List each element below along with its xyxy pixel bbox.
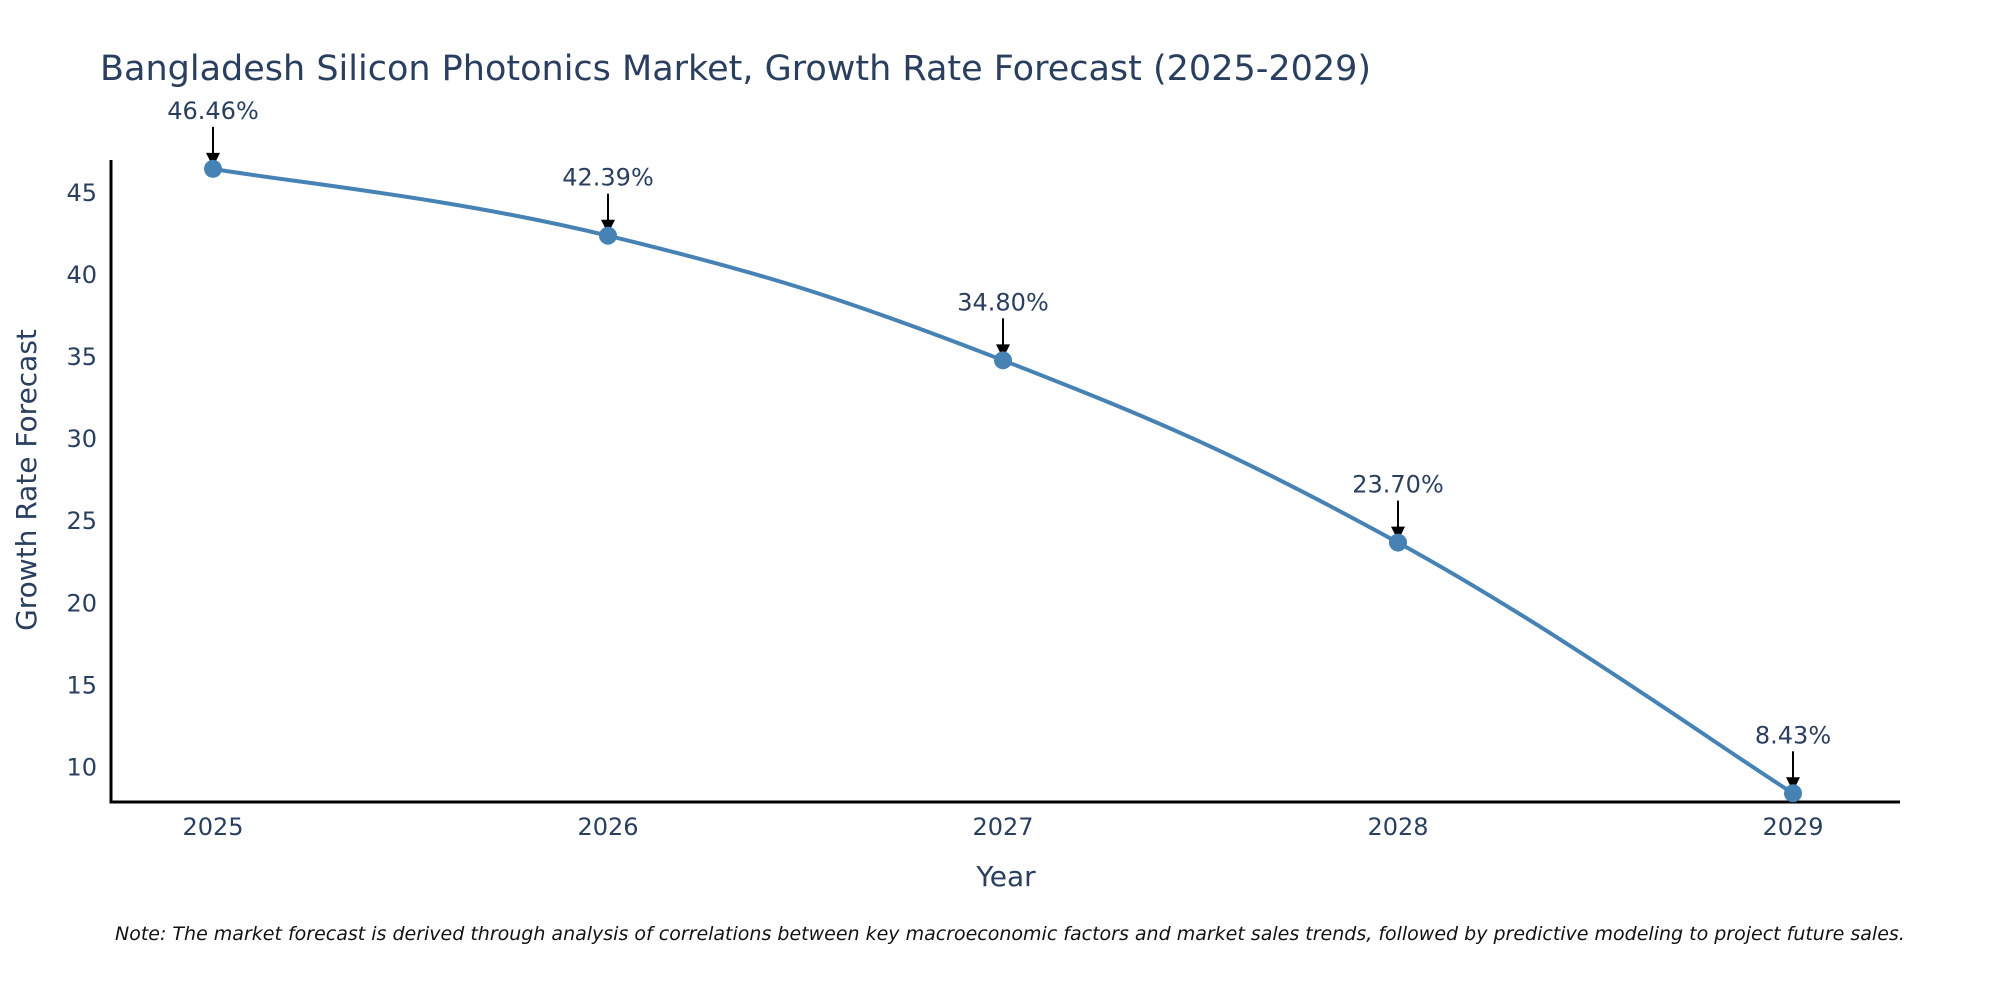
y-tick-label: 20	[66, 589, 97, 617]
x-tick-label: 2028	[1367, 813, 1428, 841]
y-axis-title: Growth Rate Forecast	[10, 329, 43, 631]
data-label: 42.39%	[562, 164, 654, 192]
x-tick-label: 2027	[972, 813, 1033, 841]
y-tick-label: 45	[66, 179, 97, 207]
series-line-growth-rate	[212, 166, 1795, 795]
y-tick-label: 35	[66, 343, 97, 371]
y-tick-label: 10	[66, 754, 97, 782]
x-tick-label: 2029	[1762, 813, 1823, 841]
x-axis-title: Year	[975, 860, 1036, 893]
data-label: 23.70%	[1352, 471, 1444, 499]
x-tick-label: 2026	[577, 813, 638, 841]
data-label: 34.80%	[957, 288, 1049, 316]
data-label: 8.43%	[1755, 721, 1831, 749]
data-point	[994, 351, 1012, 370]
y-tick-label: 15	[66, 671, 97, 699]
chart-title: Bangladesh Silicon Photonics Market, Gro…	[100, 49, 1371, 89]
y-tick-label: 25	[66, 507, 97, 535]
y-tick-label: 40	[66, 261, 97, 289]
data-point	[1389, 533, 1407, 552]
data-label: 46.46%	[167, 97, 259, 125]
data-point	[1784, 784, 1802, 803]
footnote: Note: The market forecast is derived thr…	[115, 923, 1905, 945]
y-tick-label: 30	[66, 425, 97, 453]
x-tick-label: 2025	[182, 813, 243, 841]
data-point	[204, 159, 222, 178]
data-point	[599, 226, 617, 245]
